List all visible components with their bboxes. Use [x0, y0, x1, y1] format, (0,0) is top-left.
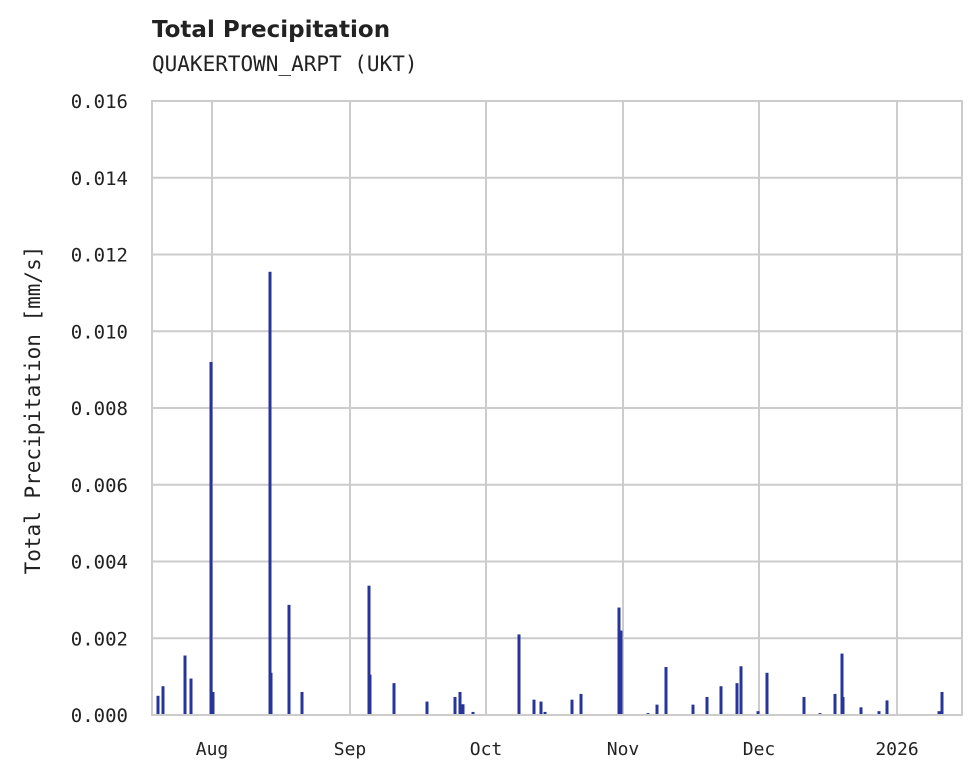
- y-axis-ticks: 0.000 0.002 0.004 0.006 0.008 0.010 0.012 0.014…: [71, 91, 128, 727]
- y-tick-label: 0.004: [71, 552, 128, 574]
- precipitation-bar: [940, 691, 944, 715]
- precipitation-bar: [209, 361, 213, 715]
- precipitation-bar: [802, 696, 806, 715]
- precipitation-bar: [539, 701, 543, 715]
- precipitation-bar: [655, 704, 659, 715]
- x-tick-label: Sep: [334, 739, 367, 760]
- precipitation-bar: [269, 672, 273, 715]
- precipitation-bar: [517, 634, 521, 715]
- precipitation-bar: [664, 667, 668, 715]
- precipitation-bar: [211, 691, 215, 715]
- precipitation-bar: [183, 655, 187, 715]
- precipitation-bar: [841, 696, 845, 715]
- plot-frame: [151, 100, 963, 716]
- precipitation-bar: [570, 699, 574, 715]
- grid-lines: [152, 100, 962, 716]
- precipitation-bar: [287, 604, 291, 715]
- precipitation-bar: [833, 693, 837, 715]
- precipitation-bar: [877, 711, 881, 715]
- y-tick-label: 0.000: [71, 705, 128, 727]
- x-tick-label: 2026: [875, 739, 918, 760]
- precipitation-bar: [461, 704, 465, 715]
- precipitation-bar: [937, 711, 941, 715]
- precipitation-bar: [189, 678, 193, 715]
- precipitation-bar: [739, 666, 743, 715]
- precipitation-bar: [156, 695, 160, 715]
- precipitation-bar: [719, 686, 723, 715]
- precipitation-bar: [840, 653, 844, 715]
- precipitation-bar: [756, 711, 760, 715]
- chart-subtitle: QUAKERTOWN_ARPT (UKT): [152, 52, 418, 76]
- x-tick-label: Oct: [470, 739, 503, 760]
- precipitation-bar: [458, 691, 462, 715]
- y-tick-label: 0.016: [71, 91, 128, 113]
- precipitation-bar: [268, 271, 272, 715]
- y-tick-label: 0.010: [71, 321, 128, 343]
- precipitation-bar: [617, 607, 621, 715]
- precipitation-bar: [765, 672, 769, 715]
- precipitation-bar: [392, 683, 396, 715]
- x-tick-label: Dec: [743, 739, 776, 760]
- x-tick-label: Aug: [196, 739, 229, 760]
- precipitation-bar: [885, 700, 889, 715]
- y-tick-label: 0.002: [71, 628, 128, 650]
- precipitation-bar: [735, 683, 739, 715]
- precipitation-bar: [532, 699, 536, 715]
- y-tick-label: 0.012: [71, 245, 128, 267]
- y-tick-label: 0.006: [71, 475, 128, 497]
- x-axis-ticks: Aug Sep Oct Nov Dec 2026: [196, 739, 919, 760]
- y-tick-label: 0.014: [71, 168, 128, 190]
- precipitation-bar: [368, 674, 372, 715]
- precipitation-bar: [453, 696, 457, 715]
- precipitation-bar: [300, 691, 304, 715]
- precipitation-bar: [859, 707, 863, 715]
- precipitation-bar: [579, 693, 583, 715]
- precipitation-bar: [425, 701, 429, 715]
- precipitation-bar: [705, 696, 709, 715]
- y-tick-label: 0.008: [71, 398, 128, 420]
- precipitation-bar: [543, 711, 547, 715]
- precipitation-bar: [367, 585, 371, 715]
- precipitation-bar: [619, 630, 623, 715]
- chart-title: Total Precipitation: [152, 17, 391, 43]
- precipitation-bar: [691, 704, 695, 715]
- x-tick-label: Nov: [607, 739, 640, 760]
- precipitation-bars: [156, 271, 944, 715]
- precipitation-bar: [161, 686, 165, 715]
- precipitation-bar: [471, 711, 475, 715]
